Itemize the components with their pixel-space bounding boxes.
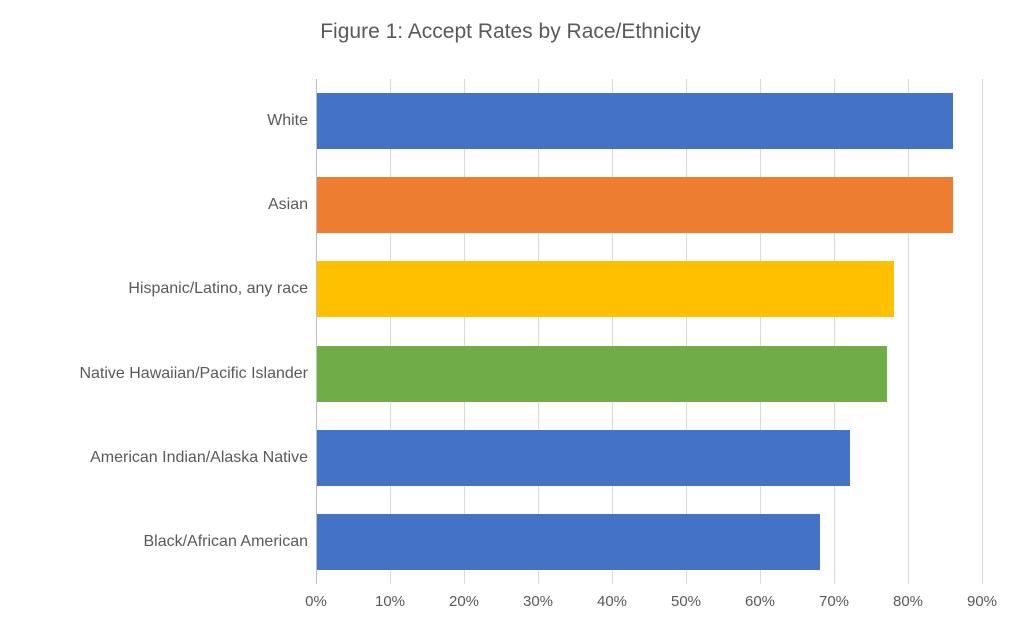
bar bbox=[317, 177, 954, 234]
gridline bbox=[464, 79, 465, 584]
gridline bbox=[686, 79, 687, 584]
x-tick-label: 20% bbox=[448, 593, 480, 610]
x-tick-label: 0% bbox=[305, 593, 327, 610]
category-label: Hispanic/Latino, any race bbox=[128, 280, 308, 298]
bar bbox=[317, 345, 887, 402]
category-label: Black/African American bbox=[143, 532, 308, 550]
category-label: White bbox=[267, 112, 308, 130]
bar bbox=[317, 513, 821, 570]
gridline bbox=[612, 79, 613, 584]
x-tick-label: 30% bbox=[522, 593, 554, 610]
x-tick-label: 70% bbox=[818, 593, 850, 610]
bar bbox=[317, 429, 850, 486]
gridline bbox=[982, 79, 983, 584]
gridline bbox=[908, 79, 909, 584]
category-label: Asian bbox=[267, 196, 308, 214]
category-axis-line bbox=[316, 79, 317, 584]
gridline bbox=[538, 79, 539, 584]
x-tick-label: 10% bbox=[374, 593, 406, 610]
category-label: American Indian/Alaska Native bbox=[90, 448, 308, 466]
x-tick-label: 90% bbox=[966, 593, 998, 610]
bar bbox=[317, 261, 895, 318]
chart-title: Figure 1: Accept Rates by Race/Ethnicity bbox=[320, 20, 701, 43]
gridline bbox=[834, 79, 835, 584]
x-tick-label: 60% bbox=[744, 593, 776, 610]
category-label: Native Hawaiian/Pacific Islander bbox=[79, 364, 308, 382]
bar bbox=[317, 93, 954, 150]
x-tick-label: 80% bbox=[892, 593, 924, 610]
gridline bbox=[390, 79, 391, 584]
gridline bbox=[760, 79, 761, 584]
x-tick-label: 50% bbox=[670, 593, 702, 610]
x-tick-label: 40% bbox=[596, 593, 628, 610]
